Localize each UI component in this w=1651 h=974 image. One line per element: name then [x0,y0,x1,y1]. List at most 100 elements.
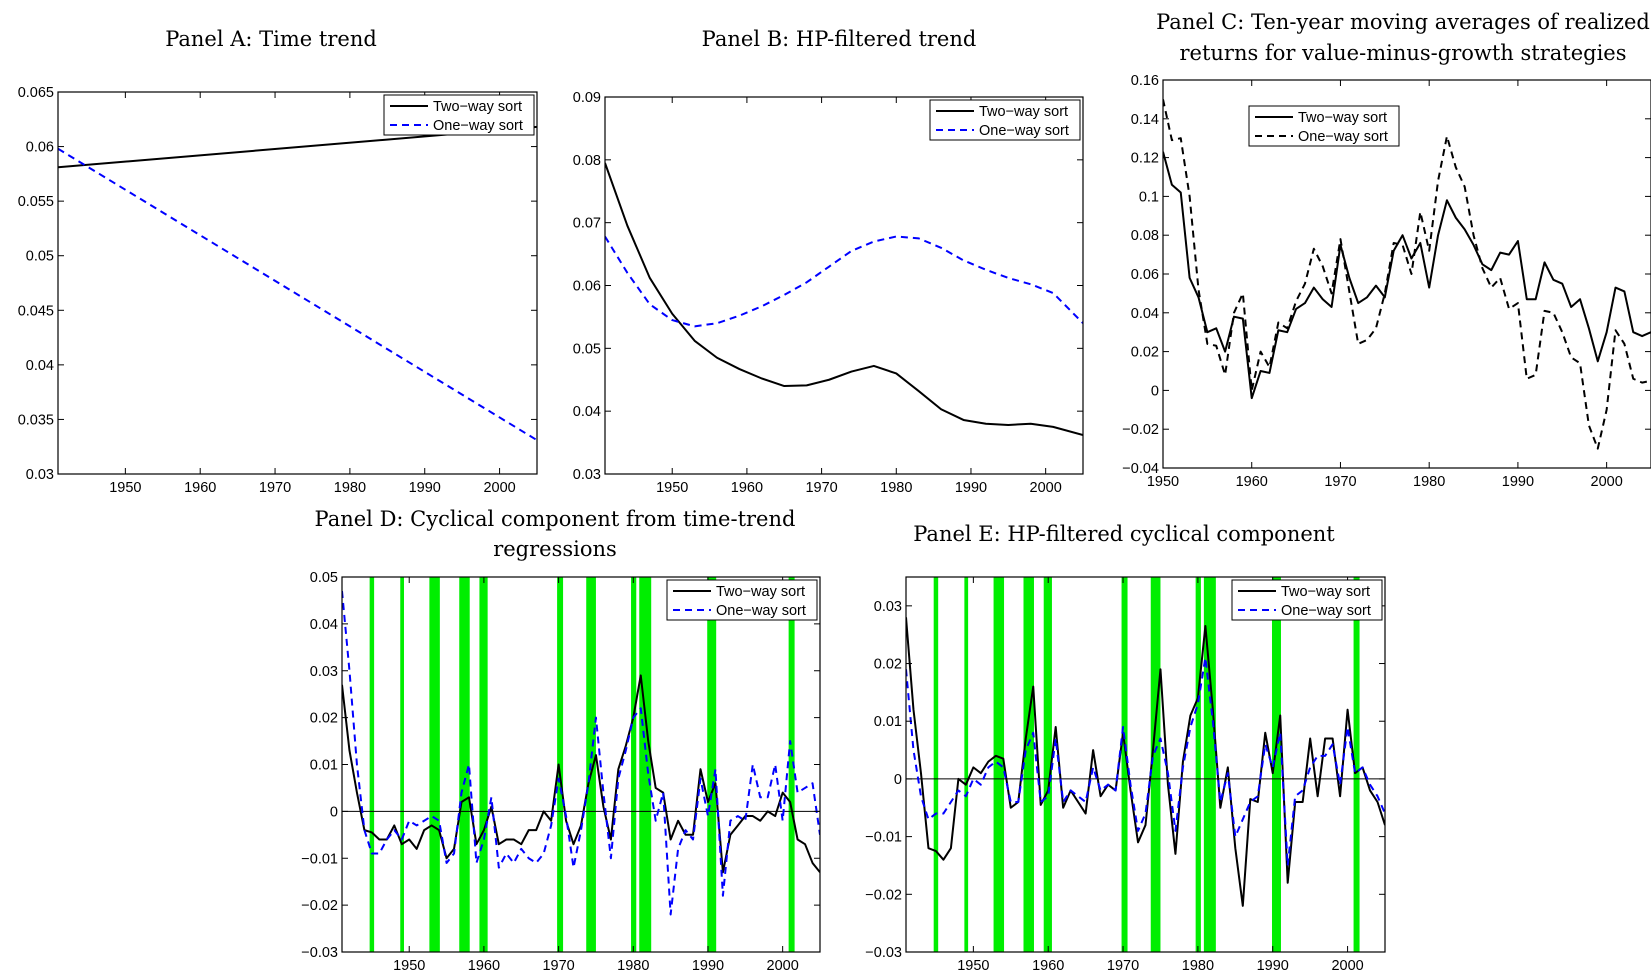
panel-d-band-8 [639,577,652,952]
panel-e-legend-label-one-way: One−way sort [1281,603,1371,619]
panel-e-series-one-way-line [906,656,1385,867]
panel-d-series-two-way-line [342,674,820,874]
panel-c-ytick-label: 0.06 [1131,267,1159,283]
panel-b-series-group [605,162,1083,437]
panel-a-series-one-way-line [58,147,537,442]
panel-a-ytick-label: 0.03 [26,467,54,483]
panel-e-band-4 [1043,577,1052,952]
panel-d-band-7 [631,577,637,952]
panel-d-xtick-label: 1980 [617,958,649,974]
panel-d-title-line-1: Panel D: Cyclical component from time-tr… [315,507,796,531]
panel-c-ytick-label: 0.04 [1131,306,1159,322]
panel-b-ytick-label: 0.06 [573,279,601,295]
panel-a-legend: Two−way sort One−way sort [383,94,535,136]
panel-d-ytick-label: −0.01 [301,851,338,867]
panel-e: Panel E: HP-filtered cyclical component … [865,522,1386,974]
panel-d-legend-box [666,579,818,621]
panel-d-legend-label-one-way: One−way sort [716,603,806,619]
panel-e-xtick-label: 1990 [1257,958,1289,974]
panel-d-ytick-label: 0 [330,804,338,820]
panel-b-series-one-way-line [605,235,1083,328]
panel-e-band-0 [933,577,939,952]
panel-e-band-8 [1203,577,1216,952]
panel-c: Panel C: Ten-year moving averages of rea… [1122,10,1651,490]
panel-c-xtick-label: 1960 [1236,474,1268,490]
panel-e-band-10 [1353,577,1360,952]
panel-c-xtick-label: 1970 [1324,474,1356,490]
panel-b-ytick-label: 0.03 [573,467,601,483]
panel-b-ytick-label: 0.08 [573,153,601,169]
panel-b-series-two-way-line [605,162,1083,437]
panel-c-legend-label-two-way: Two−way sort [1298,110,1387,126]
panel-e-legend: Two−way sort One−way sort [1231,579,1383,621]
panel-b-xtick-label: 1980 [880,480,912,496]
panel-e-xtick-label: 1980 [1182,958,1214,974]
panel-d-ytick-label: −0.03 [301,945,338,961]
panel-e-xtick-label: 1970 [1107,958,1139,974]
panel-d-band-9 [707,577,717,952]
panel-e-band-9 [1271,577,1281,952]
panel-e-band-7 [1195,577,1201,952]
panel-b: Panel B: HP-filtered trend 1950 1960 1970 1… [573,27,1084,496]
panel-d-axes-frame [341,576,821,953]
panel-a-series-group [58,125,537,442]
panel-a-xtick-label: 1980 [334,480,366,496]
panel-a-xtick-label: 2000 [483,480,515,496]
panel-e-axes-frame [905,576,1386,953]
panel-c-ytick-label: 0.02 [1131,345,1159,361]
panel-c-plot: 1950 1960 1970 1980 1990 2000 −0.04 −0.02 0 0.02 0… [1122,73,1651,490]
panel-a-axes-frame [57,91,538,475]
panel-c-ytick-label: 0 [1151,383,1159,399]
panel-d-band-0 [369,577,375,952]
panel-e-legend-label-two-way: Two−way sort [1281,584,1370,600]
panel-d-band-3 [459,577,470,952]
panel-c-series-two-way-line [1163,151,1651,400]
panel-e-ytick-label: 0 [894,772,902,788]
panel-b-legend-box [929,99,1081,141]
panel-c-series-one-way-line [1163,99,1651,450]
panel-d-band-4 [479,577,488,952]
panel-b-xtick-label: 2000 [1030,480,1062,496]
panel-e-ytick-label: 0.03 [874,599,902,615]
panel-a-ytick-label: 0.055 [18,194,54,210]
panel-e-band-3 [1023,577,1034,952]
panel-a-ytick-label: 0.035 [18,412,54,428]
panel-b-xtick-label: 1950 [656,480,688,496]
panel-d-ytick-label: 0.01 [310,758,338,774]
panel-a-ytick-label: 0.045 [18,303,54,319]
panel-d: Panel D: Cyclical component from time-tr… [301,507,821,974]
panel-c-title-line-2: returns for value-minus-growth strategie… [1179,41,1626,65]
panel-b-xtick-label: 1990 [955,480,987,496]
panel-a-title-line-1: Panel A: Time trend [165,27,377,51]
panel-e-xtick-label: 2000 [1331,958,1363,974]
panel-e-series-group [906,617,1385,907]
panel-c-xtick-label: 1980 [1413,474,1445,490]
panel-b-axes-frame [604,96,1084,475]
panel-d-series-one-way-line [342,590,820,916]
panel-c-series-group [1163,99,1651,450]
panel-b-legend: Two−way sort One−way sort [929,99,1081,141]
panel-b-ytick-label: 0.07 [573,216,601,232]
panel-c-axes-frame [1162,79,1651,469]
panel-b-xtick-label: 1960 [731,480,763,496]
panel-a-legend-label-two-way: Two−way sort [433,99,522,115]
panel-c-title-line-1: Panel C: Ten-year moving averages of rea… [1156,10,1650,34]
panel-c-ytick-label: −0.04 [1122,461,1159,477]
panel-d-title-line-2: regressions [493,537,617,561]
panel-c-xtick-label: 1950 [1147,474,1179,490]
panel-e-ytick-label: 0.01 [874,714,902,730]
panel-b-title-line-1: Panel B: HP-filtered trend [702,27,977,51]
panel-b-legend-label-two-way: Two−way sort [979,104,1068,120]
panel-a-ytick-label: 0.05 [26,249,54,265]
panel-b-ytick-label: 0.09 [573,90,601,106]
panel-a-ytick-label: 0.06 [26,140,54,156]
panel-d-ytick-label: 0.03 [310,664,338,680]
panel-c-ytick-label: 0.16 [1131,73,1159,89]
panel-d-ytick-label: 0.04 [310,617,338,633]
panel-c-ytick-label: 0.14 [1131,112,1159,128]
panel-a-xtick-label: 1950 [109,480,141,496]
panel-e-xtick-label: 1960 [1032,958,1064,974]
panel-e-ytick-label: −0.02 [865,887,902,903]
panel-a-plot: 1950 1960 1970 1980 1990 2000 0.03 0.035 0.04 0.0… [18,85,538,496]
